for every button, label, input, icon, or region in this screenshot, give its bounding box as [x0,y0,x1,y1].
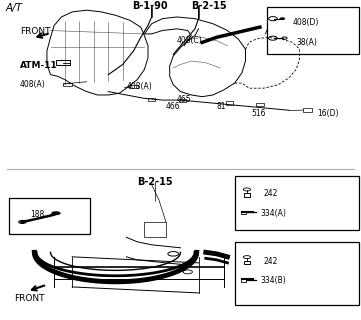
Text: 408(A): 408(A) [126,82,152,91]
Bar [244,193,250,197]
Text: FRONT: FRONT [20,27,50,36]
Bar [63,83,72,86]
Text: 408(A): 408(A) [20,80,45,89]
Text: B-2-15: B-2-15 [137,177,173,187]
Bar [235,242,359,305]
Bar [129,85,138,88]
Text: A/T: A/T [5,3,22,12]
Text: B-1-90: B-1-90 [132,1,168,11]
Bar [148,98,155,101]
Circle shape [279,17,285,20]
Text: 408(C): 408(C) [177,36,203,45]
Text: 465: 465 [177,95,192,104]
Text: 188: 188 [31,210,45,219]
Bar [244,260,250,264]
Bar [9,198,90,234]
Bar [256,103,264,106]
Bar [241,278,246,282]
Bar [56,60,70,65]
Bar [267,7,359,54]
Text: 242: 242 [264,257,278,266]
Bar [179,99,186,102]
Bar [235,176,359,230]
Bar [241,211,246,214]
Text: 334(B): 334(B) [260,276,286,285]
Text: 334(A): 334(A) [260,209,286,218]
Text: 516: 516 [251,109,265,118]
Text: 242: 242 [264,189,278,198]
Text: 16(D): 16(D) [318,109,339,118]
Text: 466: 466 [166,102,181,111]
Text: ATM-11: ATM-11 [20,61,58,70]
Circle shape [51,211,61,215]
Bar [303,108,312,112]
Bar [144,222,166,237]
Text: B-2-15: B-2-15 [191,1,227,11]
Text: 408(D): 408(D) [292,18,319,27]
Bar [226,101,233,105]
Text: FRONT: FRONT [14,294,45,303]
Text: 81: 81 [217,102,226,111]
Text: 38(A): 38(A) [296,38,317,47]
